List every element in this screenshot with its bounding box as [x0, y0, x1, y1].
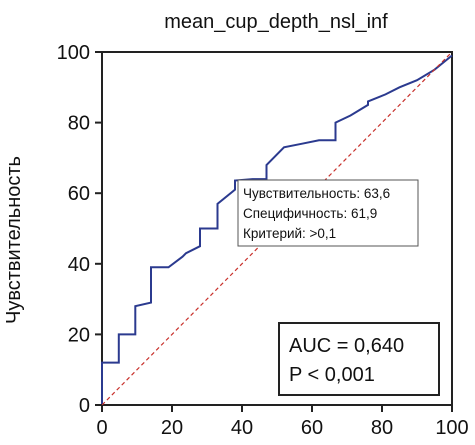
x-tick-label: 0 [96, 417, 107, 439]
criterion-tooltip: Чувствительность: 63,6 Специфичность: 61… [237, 179, 419, 247]
y-axis-label: Чувствительность [3, 156, 25, 324]
tooltip-box [237, 179, 419, 247]
x-tick-label: 80 [371, 417, 393, 439]
y-tick-label: 80 [68, 113, 90, 135]
auc-box-frame [278, 322, 440, 396]
tooltip-sensitivity: Чувствительность: 63,6 [243, 186, 390, 201]
plot-frame [101, 51, 453, 406]
plot-area [101, 51, 453, 406]
tooltip-specificity: Специфичность: 61,9 [243, 206, 377, 221]
x-tick-label: 60 [301, 417, 323, 439]
auc-annotation: AUC = 0,640 P < 0,001 [278, 322, 440, 396]
roc-curve-line [101, 54, 453, 405]
x-tick-label: 100 [435, 417, 468, 439]
auc-value: AUC = 0,640 [289, 335, 404, 357]
y-tick-label: 60 [68, 183, 90, 205]
axis-layer: 0 20 40 60 80 100 0 20 40 60 80 100 [57, 42, 469, 439]
chart-title: mean_cup_depth_nsl_inf [164, 11, 388, 33]
y-tick-label: 40 [68, 254, 90, 276]
y-tick-label: 20 [68, 324, 90, 346]
y-tick-label: 100 [57, 42, 90, 64]
x-tick-label: 20 [161, 417, 183, 439]
tooltip-criterion: Критерий: >0,1 [243, 226, 336, 241]
x-tick-label: 40 [231, 417, 253, 439]
y-tick-label: 0 [79, 395, 90, 417]
p-value: P < 0,001 [289, 364, 375, 386]
